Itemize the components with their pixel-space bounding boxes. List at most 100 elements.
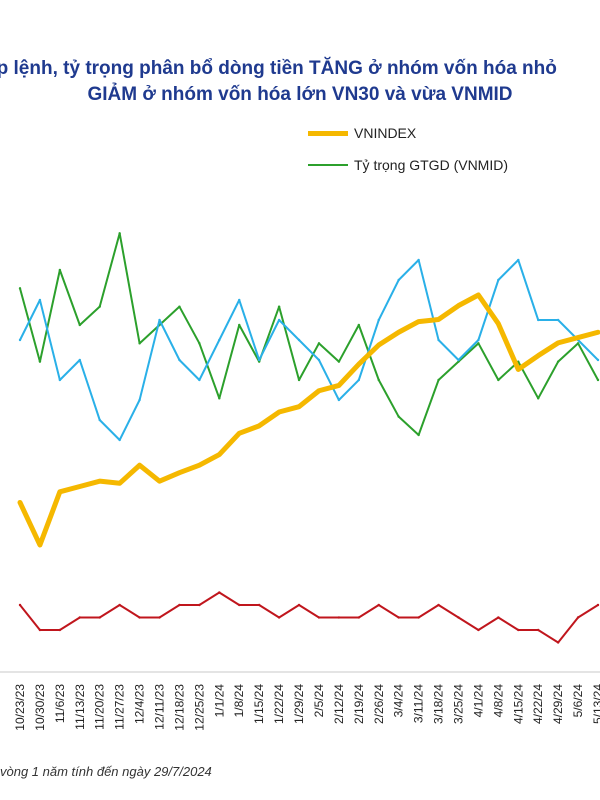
data-point-vnmid xyxy=(198,342,201,345)
x-tick-label: 12/4/23 xyxy=(133,684,147,724)
data-point-vn30 xyxy=(477,338,480,342)
data-point-vnindex xyxy=(576,336,580,339)
legend-item-vnindex: VNINDEX xyxy=(308,122,508,144)
data-point-vnmid xyxy=(178,305,181,308)
data-point-smallcap xyxy=(78,616,81,619)
data-point-vn30 xyxy=(58,378,62,382)
x-tick-label: 2/5/24 xyxy=(312,684,326,718)
data-point-vnindex xyxy=(437,318,440,321)
x-tick-label: 11/13/23 xyxy=(73,684,87,730)
data-point-smallcap xyxy=(397,616,400,619)
data-point-vnmid xyxy=(397,415,400,418)
data-point-vn30 xyxy=(297,338,301,342)
data-point-vnmid xyxy=(537,397,540,400)
data-point-smallcap xyxy=(497,616,500,619)
x-tick-label: 10/30/23 xyxy=(33,684,47,731)
data-point-vn30 xyxy=(437,338,440,342)
data-point-vnmid xyxy=(78,323,81,327)
x-tick-label: 3/25/24 xyxy=(451,684,465,724)
data-point-vnmid xyxy=(457,360,460,363)
data-point-vnindex xyxy=(218,453,221,456)
data-point-vn30 xyxy=(78,358,81,362)
data-point-vn30 xyxy=(556,318,560,322)
x-tick-label: 2/26/24 xyxy=(372,684,386,724)
data-point-smallcap xyxy=(377,603,380,607)
data-point-smallcap xyxy=(537,628,540,632)
data-point-vn30 xyxy=(18,338,22,342)
data-point-smallcap xyxy=(18,603,22,607)
data-point-vnindex xyxy=(38,543,42,547)
data-point-vnmid xyxy=(238,323,241,327)
data-point-vn30 xyxy=(118,438,121,442)
data-point-smallcap xyxy=(38,628,42,632)
data-point-vnindex xyxy=(238,432,241,435)
data-point-smallcap xyxy=(277,616,281,619)
footnote: vòng 1 năm tính đến ngày 29/7/2024 xyxy=(0,764,212,779)
x-tick-label: 4/22/24 xyxy=(531,684,545,724)
x-tick-label: 11/27/23 xyxy=(113,684,127,730)
x-tick-label: 11/20/23 xyxy=(93,684,107,730)
chart-title-line2: GIẢM ở nhóm vốn hóa lớn VN30 và vừa VNMI… xyxy=(87,84,513,105)
x-tick-label: 3/4/24 xyxy=(392,684,406,718)
data-point-vn30 xyxy=(377,318,380,322)
x-tick-label: 11/6/23 xyxy=(53,684,67,723)
data-point-vn30 xyxy=(517,258,520,262)
x-tick-label: 4/15/24 xyxy=(511,684,525,724)
x-tick-label: 1/22/24 xyxy=(272,684,286,724)
data-point-vn30 xyxy=(138,398,141,402)
data-point-vnmid xyxy=(277,305,281,308)
data-point-smallcap xyxy=(337,616,341,619)
data-point-vn30 xyxy=(357,378,361,382)
data-point-vnmid xyxy=(337,360,341,363)
data-point-vn30 xyxy=(277,318,281,322)
data-point-smallcap xyxy=(417,616,420,619)
legend-label-vnindex: VNINDEX xyxy=(354,125,417,141)
data-point-smallcap xyxy=(576,616,580,619)
data-point-vn30 xyxy=(218,338,221,342)
data-point-vn30 xyxy=(198,378,201,382)
data-point-vnindex xyxy=(317,389,321,392)
legend-label-vnmid: Tỷ trọng GTGD (VNMID) xyxy=(354,157,509,173)
data-point-smallcap xyxy=(158,616,161,619)
data-point-vn30 xyxy=(317,358,321,362)
legend-item-vnmid: Tỷ trọng GTGD (VNMID) xyxy=(308,154,508,176)
data-point-smallcap xyxy=(238,603,241,607)
data-point-vnindex xyxy=(556,341,560,345)
data-point-vnmid xyxy=(437,378,440,382)
data-point-vnmid xyxy=(38,360,42,363)
data-point-smallcap xyxy=(118,603,121,607)
data-point-vn30 xyxy=(178,358,181,362)
data-point-vnmid xyxy=(18,287,22,290)
data-point-smallcap xyxy=(138,616,141,619)
data-point-vnmid xyxy=(576,342,580,345)
data-point-vn30 xyxy=(537,318,540,322)
data-point-vnmid xyxy=(58,268,62,272)
data-point-smallcap xyxy=(98,616,101,619)
legend: VNINDEX Tỷ trọng GTGD (VNMID) xyxy=(308,122,508,186)
series-line-vn30 xyxy=(19,259,599,441)
x-tick-label: 12/18/23 xyxy=(172,684,186,731)
legend-swatch-vnindex xyxy=(308,130,348,136)
data-point-smallcap xyxy=(556,641,560,644)
data-point-vnindex xyxy=(257,424,261,428)
data-point-smallcap xyxy=(596,603,600,607)
data-point-vnindex xyxy=(596,331,600,334)
data-point-vnmid xyxy=(377,378,380,382)
data-point-vnindex xyxy=(98,479,101,483)
data-point-vnindex xyxy=(18,501,22,504)
data-point-vnindex xyxy=(417,320,420,323)
data-point-vnindex xyxy=(297,405,301,408)
data-point-vnindex xyxy=(457,304,460,307)
x-tick-label: 2/19/24 xyxy=(352,684,366,724)
x-tick-label: 5/6/24 xyxy=(571,684,585,718)
data-point-vnmid xyxy=(98,305,101,308)
data-point-vnindex xyxy=(178,471,181,474)
data-point-vn30 xyxy=(257,358,261,362)
data-point-vnindex xyxy=(537,354,540,357)
x-tick-label: 4/29/24 xyxy=(551,684,565,724)
data-point-vnmid xyxy=(357,323,361,327)
data-point-vnindex xyxy=(58,490,62,494)
data-point-vnmid xyxy=(417,433,420,437)
x-tick-label: 4/1/24 xyxy=(471,684,485,718)
